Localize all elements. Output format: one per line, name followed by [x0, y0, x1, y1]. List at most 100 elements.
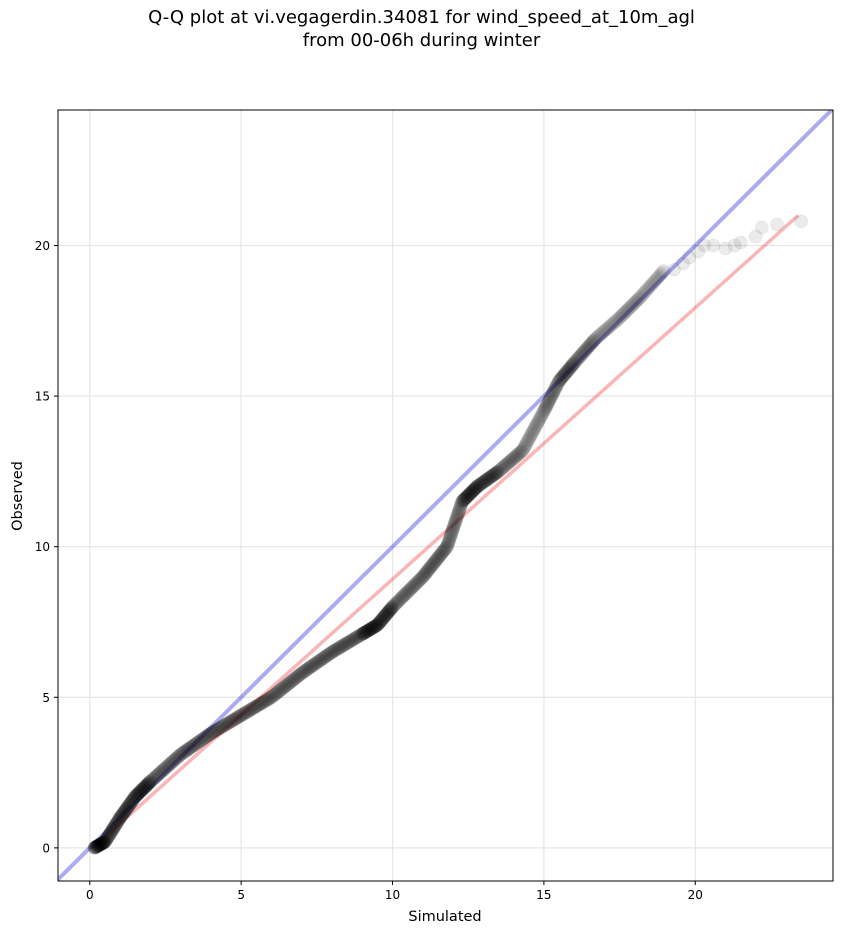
qq-point	[276, 680, 291, 695]
qq-point	[122, 798, 137, 812]
x-tick-label: 0	[86, 888, 94, 902]
qq-point	[473, 477, 488, 492]
qq-point	[340, 636, 355, 650]
qq-point	[631, 292, 646, 306]
qq-point	[599, 322, 614, 337]
qq-point	[379, 607, 394, 621]
qq-point	[494, 462, 508, 477]
qq-point	[298, 664, 312, 678]
qq-point	[607, 315, 622, 330]
qq-point	[616, 307, 631, 321]
qq-point	[402, 582, 417, 597]
qq-point	[446, 520, 461, 535]
qq-point	[530, 416, 544, 431]
qq-point	[461, 488, 476, 502]
qq-point	[220, 716, 234, 731]
qq-point	[610, 313, 624, 327]
qq-point	[557, 367, 572, 382]
qq-point	[118, 804, 132, 818]
qq-point	[160, 759, 175, 774]
qq-point	[524, 428, 538, 442]
qq-point	[603, 319, 617, 333]
qq-point	[187, 737, 202, 752]
qq-point	[99, 833, 113, 848]
qq-point	[208, 723, 223, 738]
qq-point	[116, 806, 131, 821]
qq-point	[194, 733, 209, 748]
qq-point	[246, 701, 260, 716]
qq-point-tail	[676, 256, 691, 271]
qq-point	[453, 501, 467, 515]
qq-point	[487, 467, 502, 481]
qq-point	[554, 371, 569, 386]
qq-point	[355, 627, 370, 641]
reference-lines	[58, 110, 833, 881]
qq-point	[362, 622, 377, 637]
qq-point	[532, 412, 547, 427]
qq-point	[463, 486, 478, 500]
qq-point	[576, 345, 591, 360]
qq-point	[514, 444, 528, 459]
qq-point	[549, 379, 564, 394]
qq-point	[510, 447, 525, 462]
qq-point-tail	[748, 229, 763, 244]
qq-point	[130, 787, 145, 802]
qq-point	[518, 439, 532, 454]
qq-point	[95, 836, 110, 851]
qq-point	[289, 670, 304, 685]
qq-point	[582, 338, 597, 353]
qq-point	[93, 837, 107, 852]
qq-point	[566, 356, 581, 371]
qq-point	[218, 718, 232, 732]
qq-point	[122, 797, 137, 812]
qq-point	[202, 727, 217, 742]
qq-point	[449, 510, 464, 525]
qq-point	[234, 708, 249, 723]
qq-point	[375, 611, 390, 626]
qq-point	[583, 338, 597, 352]
qq-point	[113, 810, 128, 824]
qq-point	[240, 704, 255, 719]
qq-point	[521, 433, 535, 448]
qq-point	[480, 472, 495, 486]
qq-point	[274, 682, 289, 697]
qq-point	[529, 418, 544, 433]
qq-point	[277, 680, 292, 694]
qq-point	[266, 688, 281, 703]
qq-point	[349, 630, 364, 645]
qq-point	[466, 483, 481, 498]
qq-point	[197, 731, 212, 745]
qq-point	[171, 749, 186, 764]
qq-point	[173, 747, 188, 762]
qq-point	[249, 699, 264, 714]
chart-title-line-1: Q-Q plot at vi.vegagerdin.34081 for wind…	[148, 7, 695, 28]
qq-point	[552, 373, 567, 388]
qq-point	[152, 766, 166, 781]
qq-point	[373, 614, 387, 629]
qq-point	[638, 284, 652, 299]
qq-point	[138, 779, 153, 794]
qq-point	[604, 317, 619, 332]
qq-point	[172, 748, 187, 763]
qq-point	[462, 487, 477, 502]
qq-point	[568, 355, 582, 370]
qq-point	[380, 606, 395, 621]
qq-point	[657, 263, 672, 278]
qq-point	[128, 789, 143, 804]
qq-point	[205, 725, 219, 740]
qq-point	[377, 609, 392, 624]
qq-point	[418, 566, 433, 581]
qq-point	[179, 743, 193, 758]
qq-point	[580, 340, 595, 355]
qq-point	[140, 777, 155, 792]
qq-point	[106, 821, 121, 835]
qq-point	[188, 737, 203, 751]
qq-point	[543, 391, 558, 406]
qq-point	[212, 721, 227, 736]
qq-point	[115, 807, 130, 822]
qq-point	[271, 685, 285, 700]
qq-point	[455, 494, 470, 508]
qq-point	[292, 668, 307, 682]
qq-point	[88, 840, 103, 855]
qq-point	[401, 583, 416, 598]
